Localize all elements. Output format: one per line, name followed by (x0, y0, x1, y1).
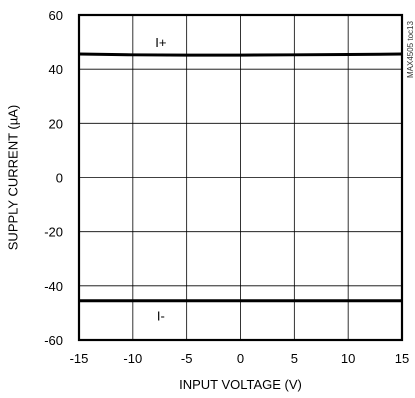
series-label-i-plus: I+ (155, 35, 166, 50)
x-tick-label: 0 (237, 351, 244, 366)
y-tick-label: -60 (44, 333, 63, 348)
plot-frame (77, 13, 404, 342)
series-group (78, 52, 403, 303)
x-axis-title: INPUT VOLTAGE (V) (179, 377, 302, 392)
series-label-i-minus: I- (157, 309, 165, 324)
y-tick-label: 20 (49, 116, 63, 131)
series-line-i-plus (78, 52, 403, 57)
y-tick-label: 40 (49, 62, 63, 77)
grid-lines (79, 15, 402, 340)
x-tick-label: 5 (291, 351, 298, 366)
y-tick-label: 0 (56, 171, 63, 186)
y-tick-label: -40 (44, 279, 63, 294)
y-axis-title: SUPPLY CURRENT (µA) (5, 105, 20, 250)
series-labels: I+ I- (155, 35, 166, 324)
x-tick-label: 10 (341, 351, 355, 366)
y-tick-label: 60 (49, 8, 63, 23)
x-tick-label: 15 (395, 351, 409, 366)
y-tick-labels: -60 -40 -20 0 20 40 60 (44, 8, 63, 348)
x-tick-label: -10 (123, 351, 142, 366)
figure-code: MAX4505 toc13 (406, 21, 415, 78)
x-tick-label: -5 (181, 351, 193, 366)
x-tick-labels: -15 -10 -5 0 5 10 15 (70, 351, 410, 366)
x-tick-label: -15 (70, 351, 89, 366)
y-tick-label: -20 (44, 225, 63, 240)
